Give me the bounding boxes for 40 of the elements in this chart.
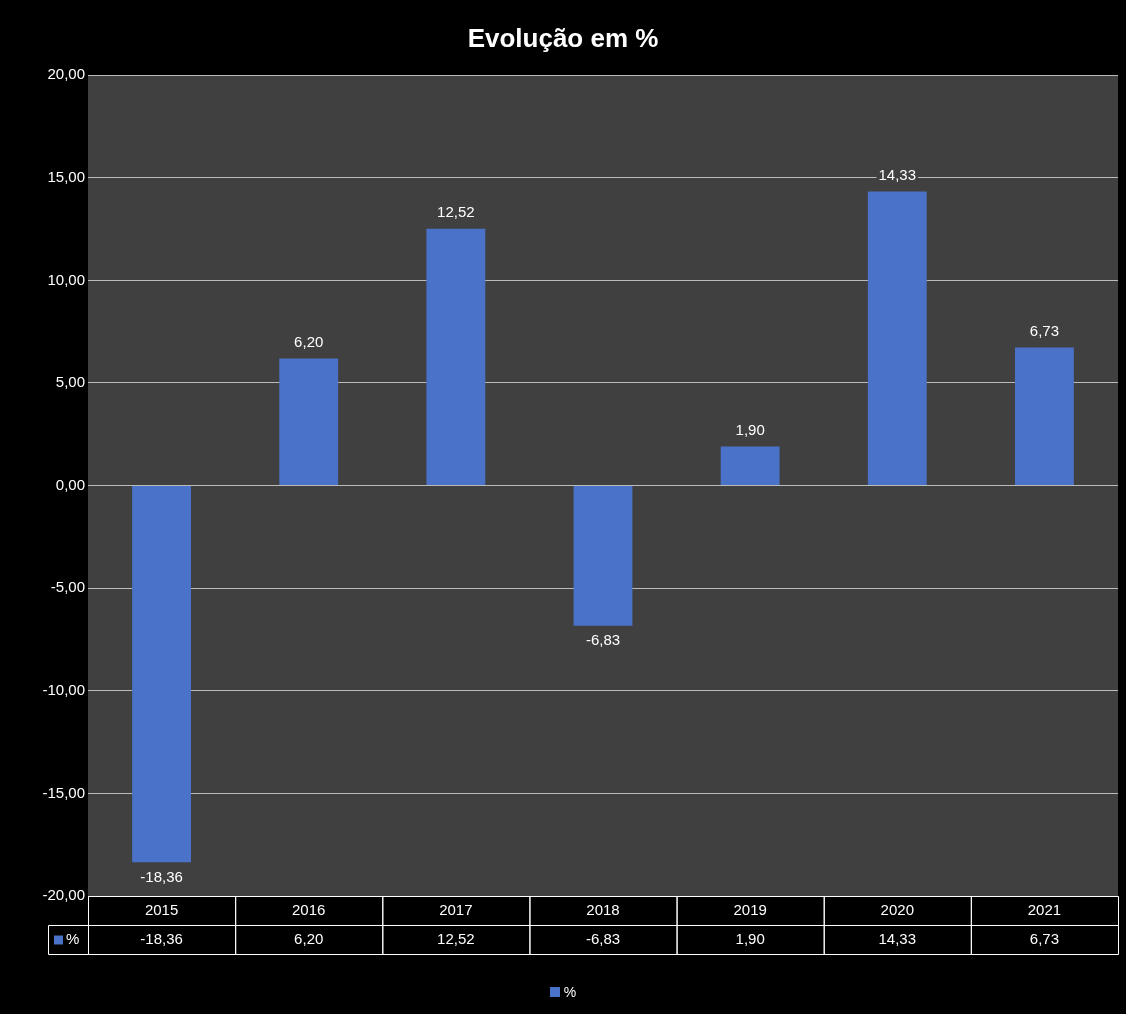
x-tick-label: 2021: [1027, 900, 1062, 918]
bar: [132, 486, 191, 863]
bar: [720, 446, 780, 486]
x-tick-label: 2018: [586, 900, 620, 918]
y-tick-label: 20,00: [47, 65, 85, 83]
data-label: 6,20: [294, 929, 324, 947]
y-tick-label: 10,00: [47, 270, 85, 288]
text: -6,83: [585, 631, 621, 649]
y-tick-label: 5,00: [55, 373, 85, 391]
x-tick-label: 2017: [439, 900, 473, 918]
data-label: 1,90: [735, 929, 765, 947]
text: 12,52: [437, 203, 475, 221]
data-label: -18,36: [140, 929, 183, 947]
text: 6,73: [1029, 322, 1060, 340]
y-tick-label: -10,00: [42, 680, 85, 698]
data-label: 6,73: [1029, 929, 1060, 947]
data-label: -6,83: [585, 929, 621, 947]
bar: [573, 486, 633, 626]
bar: [867, 191, 927, 486]
data-label: 14,33: [878, 929, 917, 947]
bar: [279, 358, 339, 486]
text: 1,90: [735, 421, 765, 439]
data-label: 12,52: [437, 929, 475, 947]
x-tick-label: 2019: [733, 900, 767, 918]
text: -18,36: [140, 867, 183, 885]
chart-title: Evolução em %: [467, 22, 659, 53]
text: 14,33: [878, 166, 917, 184]
y-tick-label: 0,00: [55, 475, 85, 493]
text: 6,20: [294, 333, 324, 351]
bar: [1015, 347, 1074, 486]
bar: [426, 228, 486, 486]
legend-label: %: [66, 929, 80, 947]
y-tick-label: 15,00: [47, 167, 85, 185]
x-tick-label: 2015: [144, 900, 179, 918]
y-tick-label: -5,00: [50, 578, 85, 596]
x-tick-label: 2016: [292, 900, 326, 918]
y-tick-label: -15,00: [42, 783, 85, 801]
text: %: [563, 984, 577, 1000]
y-tick-label: -20,00: [42, 886, 85, 904]
x-tick-label: 2020: [880, 900, 914, 918]
